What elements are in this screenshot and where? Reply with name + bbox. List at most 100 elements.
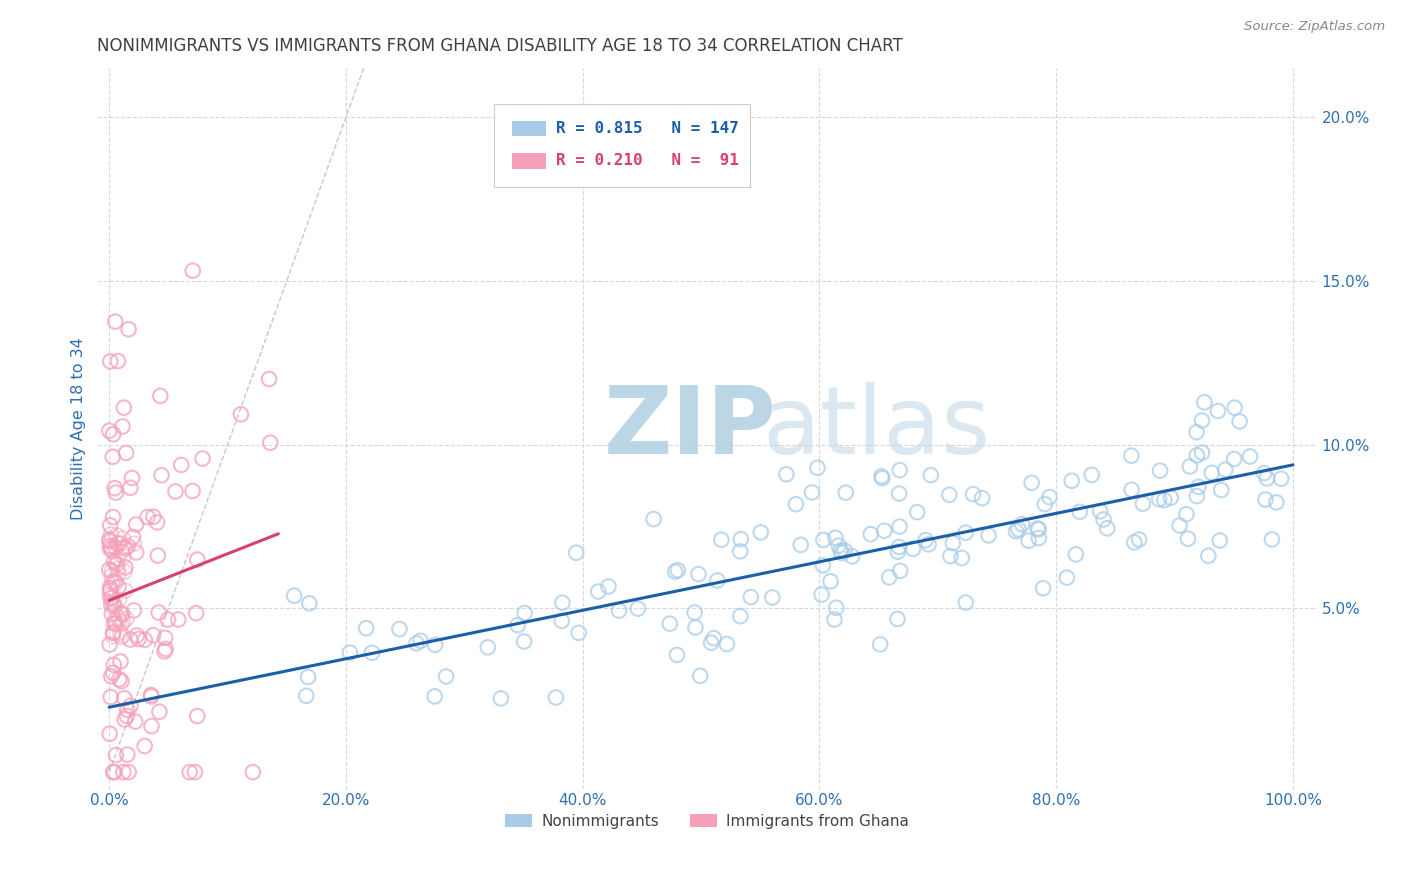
Point [103,574,125,588]
Point [186,552,208,566]
Point [108,592,131,607]
Point [1092,512,1115,526]
Point [101,626,124,640]
Point [148,606,170,620]
Point [107,354,129,368]
Point [108,673,131,687]
Point [551,614,574,628]
Point [1056,571,1078,585]
Point [955,595,977,609]
Point [1069,505,1091,519]
Point [565,546,588,560]
Point [100,542,122,557]
Point [920,468,942,483]
Point [1097,521,1119,535]
Point [1213,463,1236,477]
Point [706,574,728,588]
Point [813,533,835,547]
Point [104,575,127,590]
Point [423,690,446,704]
Point [104,481,127,495]
Point [112,401,135,415]
Point [513,634,536,648]
Point [125,517,148,532]
Point [914,533,936,548]
Point [104,747,127,762]
Point [122,530,145,544]
Point [100,669,122,683]
Point [1028,531,1050,545]
Point [1185,449,1208,463]
Point [1254,492,1277,507]
Point [104,557,127,571]
Point [434,669,457,683]
Point [98,541,121,556]
Text: R = 0.815   N = 147: R = 0.815 N = 147 [555,121,738,136]
Point [1239,450,1261,464]
Point [298,596,321,610]
Point [141,690,163,704]
Text: ZIP: ZIP [603,383,776,475]
Point [859,527,882,541]
Point [149,389,172,403]
Point [104,485,127,500]
Point [104,315,127,329]
Point [1033,497,1056,511]
Point [98,533,121,548]
Point [1149,464,1171,478]
Point [136,510,159,524]
Point [1256,471,1278,485]
Point [121,471,143,485]
Point [1185,425,1208,439]
Point [148,705,170,719]
Point [141,719,163,733]
Point [114,583,136,598]
Point [1177,532,1199,546]
Point [142,509,165,524]
Point [1005,524,1028,538]
Point [122,603,145,617]
Point [101,510,124,524]
Point [107,552,129,566]
Point [886,612,908,626]
Point [104,574,127,589]
Text: atlas: atlas [762,383,990,475]
Point [103,616,125,631]
Point [111,541,134,555]
Point [1253,466,1275,480]
Point [730,532,752,546]
Point [889,519,911,533]
Point [1011,517,1033,532]
Point [950,551,973,566]
Point [1147,492,1170,507]
Point [103,554,125,568]
Point [710,533,733,547]
Point [259,435,281,450]
Point [156,613,179,627]
Point [700,635,723,649]
Point [1007,522,1029,536]
Point [115,703,138,717]
Point [800,485,823,500]
Point [1229,414,1251,428]
Point [1088,504,1111,518]
Point [1185,489,1208,503]
Point [685,620,707,634]
Point [1191,445,1213,459]
Point [101,564,124,578]
Point [1261,533,1284,547]
Point [1018,533,1040,548]
Point [841,549,863,564]
Point [664,565,686,579]
Point [104,540,127,554]
Point [1121,449,1143,463]
Point [112,549,135,564]
Point [134,632,156,647]
Point [120,632,142,647]
Point [1021,475,1043,490]
Point [104,616,127,631]
Point [1209,533,1232,548]
Point [1132,497,1154,511]
Point [110,630,132,644]
Point [114,712,136,726]
